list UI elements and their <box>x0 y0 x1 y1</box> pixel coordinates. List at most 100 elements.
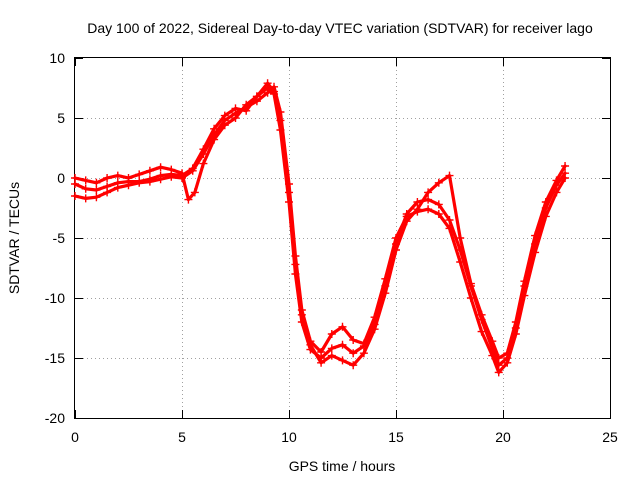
data-point <box>338 340 347 349</box>
x-tick-label: 20 <box>495 429 511 445</box>
data-point <box>103 174 112 182</box>
data-point <box>541 212 550 221</box>
data-point <box>188 166 197 175</box>
series-sdtvar <box>71 84 570 370</box>
chart-title: Day 100 of 2022, Sidereal Day-to-day VTE… <box>87 20 593 36</box>
series-trace <box>73 86 567 367</box>
y-tick-label: -15 <box>45 350 65 366</box>
data-point <box>276 116 285 125</box>
data-point <box>413 198 422 206</box>
data-point <box>263 79 272 88</box>
data-point <box>434 178 443 187</box>
data-point <box>456 258 465 266</box>
data-point <box>317 348 326 356</box>
data-point <box>445 216 454 224</box>
data-point <box>561 162 570 170</box>
x-tick-label: 5 <box>178 429 186 445</box>
data-point <box>503 349 512 358</box>
data-point <box>71 192 79 200</box>
data-point <box>445 224 454 233</box>
data-point <box>167 165 176 174</box>
data-point <box>92 193 101 202</box>
data-point <box>252 92 261 101</box>
data-point <box>92 186 101 194</box>
data-point <box>494 368 503 377</box>
series-trace <box>73 81 567 367</box>
data-point <box>488 337 497 346</box>
data-point <box>71 174 79 182</box>
data-point <box>434 200 443 209</box>
data-point <box>145 166 154 175</box>
data-point <box>135 178 144 187</box>
x-tick-label: 25 <box>602 429 618 445</box>
data-point <box>178 169 186 178</box>
data-point <box>317 358 326 367</box>
data-point <box>541 198 550 206</box>
data-point <box>402 217 411 226</box>
data-point <box>520 277 529 286</box>
data-point <box>494 354 503 362</box>
data-point <box>135 170 144 179</box>
x-tick-label: 0 <box>71 429 79 445</box>
data-point <box>184 195 193 204</box>
data-point <box>349 349 358 358</box>
data-point <box>156 163 165 172</box>
data-point <box>338 322 347 331</box>
data-point <box>392 234 400 242</box>
data-point <box>531 231 540 240</box>
data-point <box>413 205 422 214</box>
y-tick-label: 5 <box>57 110 65 126</box>
data-point <box>552 188 561 197</box>
data-point <box>359 349 368 358</box>
y-tick-label: 10 <box>49 50 65 66</box>
data-point <box>424 205 433 214</box>
y-axis-label: SDTVAR / TECUs <box>6 182 22 294</box>
data-point <box>338 356 347 365</box>
data-point <box>220 121 229 130</box>
data-point <box>511 318 520 326</box>
y-tick-label: 0 <box>57 170 65 186</box>
data-point <box>456 234 465 242</box>
x-tick-label: 10 <box>281 429 297 445</box>
data-point <box>370 325 379 334</box>
data-point <box>327 330 336 338</box>
series-sdtvar-b <box>71 82 570 377</box>
data-point <box>349 336 358 344</box>
series-trace <box>73 85 567 374</box>
data-point <box>561 174 570 182</box>
series-layer <box>71 79 570 377</box>
data-point <box>242 100 251 109</box>
data-point <box>124 181 133 190</box>
data-point <box>285 188 293 197</box>
y-tick-label: -5 <box>53 230 66 246</box>
data-point <box>124 174 133 182</box>
data-point <box>503 358 512 367</box>
x-axis-label: GPS time / hours <box>289 458 396 474</box>
data-point <box>306 340 315 349</box>
data-point <box>477 327 486 336</box>
data-point <box>113 171 122 180</box>
data-point <box>424 188 433 197</box>
data-point <box>434 210 443 218</box>
data-point <box>263 88 272 97</box>
data-point <box>552 176 561 185</box>
data-point <box>199 159 208 168</box>
data-point <box>81 194 90 203</box>
data-point <box>488 351 497 360</box>
data-point <box>210 135 219 144</box>
data-point <box>392 246 400 254</box>
tick-layer: 0 5 10 15 20 25 -20 -15 -10 -5 0 5 10 <box>45 50 618 445</box>
data-point <box>327 344 336 353</box>
data-point <box>466 294 475 302</box>
data-point <box>92 178 101 187</box>
series-sdtvar-c <box>71 79 570 370</box>
data-point <box>103 188 112 197</box>
plot-frame <box>74 57 611 419</box>
data-point <box>466 279 475 288</box>
data-point <box>381 289 390 298</box>
data-point <box>156 175 165 184</box>
data-point <box>445 171 454 180</box>
data-point <box>349 361 358 370</box>
data-point <box>270 87 279 96</box>
